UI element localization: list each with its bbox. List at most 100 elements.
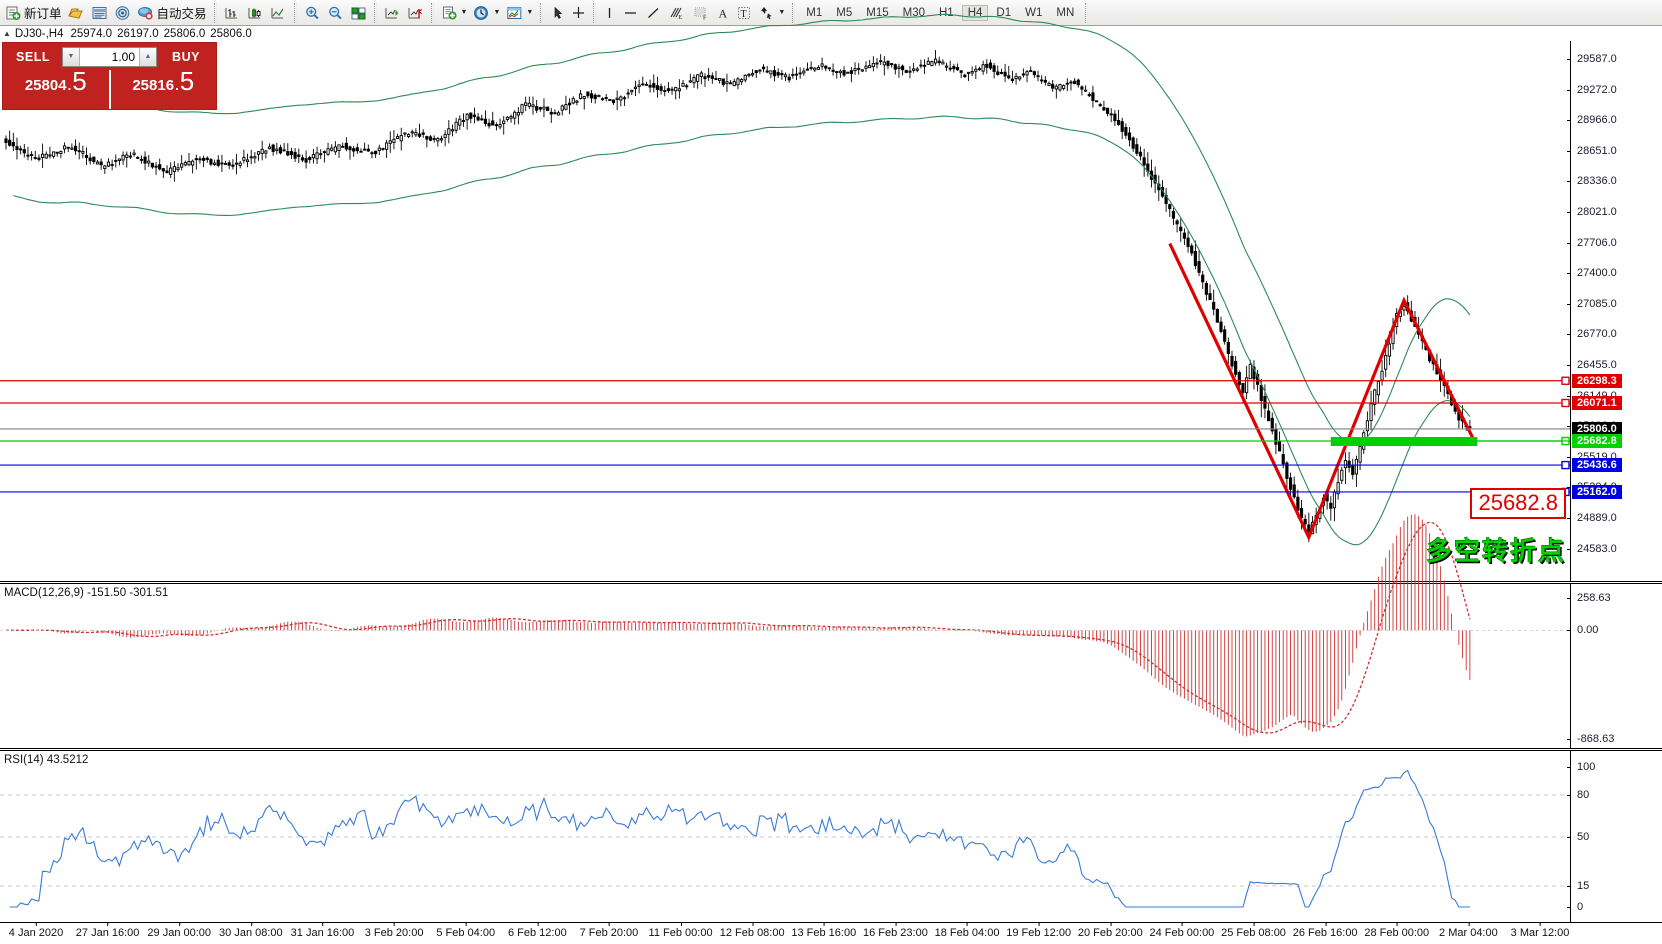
turning-point-annotation[interactable]: 多空转折点 — [1425, 537, 1566, 567]
svg-text:A: A — [719, 6, 728, 20]
chevron-down-icon[interactable]: ▼ — [778, 9, 786, 16]
templates-icon — [506, 5, 523, 21]
collapse-triangle-icon[interactable]: ▲ — [3, 29, 11, 38]
line-chart-icon — [270, 5, 287, 21]
trade-panel-prices: 25804 . 5 25816 . 5 — [3, 66, 217, 109]
text-label-icon: A — [716, 5, 730, 21]
timeframe-group: M1 M5 M15 M30 H1 H4 D1 W1 MN — [799, 4, 1081, 21]
timeframe-m15[interactable]: M15 — [866, 6, 889, 19]
trendline-button[interactable] — [642, 1, 665, 25]
chart-area[interactable]: 25682.8 多空转折点 29587.0 29272.0 28966.0 28651… — [0, 13, 1662, 944]
price-level-chip[interactable]: 25806.0 — [1572, 421, 1622, 436]
price-axis-tick: 29272.0 — [1567, 84, 1617, 96]
text-label-button[interactable]: A — [713, 1, 733, 25]
buy-button[interactable]: BUY — [172, 49, 200, 64]
time-axis-label: 5 Feb 04:00 — [436, 922, 496, 939]
price-axis-tick: 27706.0 — [1567, 237, 1617, 249]
horizontal-line-button[interactable] — [619, 1, 642, 25]
timeframe-m5[interactable]: M5 — [836, 6, 853, 19]
arrows-button[interactable]: ▼ — [755, 1, 788, 25]
buy-price[interactable]: 25816 . 5 — [108, 66, 217, 109]
zoom-out-button[interactable] — [324, 1, 347, 25]
volume-stepper[interactable]: ▼ 1.00 ▲ — [62, 46, 157, 67]
autotrade-button[interactable]: 自动交易 — [134, 1, 210, 25]
timeframe-d1[interactable]: D1 — [996, 6, 1012, 19]
candlestick-chart-button[interactable] — [244, 1, 267, 25]
quote-high: 26197.0 — [117, 27, 159, 40]
new-order-icon — [5, 5, 21, 21]
toolbar-separator — [792, 2, 796, 23]
toolbar-separator — [213, 2, 217, 23]
price-level-chip[interactable]: 25162.0 — [1572, 484, 1622, 499]
price-level-chip[interactable]: 26298.3 — [1572, 373, 1622, 388]
zoom-out-icon — [327, 5, 344, 21]
terminal-button[interactable] — [88, 1, 111, 25]
line-chart-button[interactable] — [267, 1, 290, 25]
rsi-pane[interactable]: RSI(14) 43.5212 100 80 50 15 0 — [0, 748, 1662, 922]
vertical-line-button[interactable] — [600, 1, 619, 25]
price-pane[interactable]: 25682.8 多空转折点 29587.0 29272.0 28966.0 28651… — [0, 13, 1662, 581]
cursor-button[interactable] — [547, 1, 568, 25]
bar-chart-button[interactable] — [221, 1, 244, 25]
terminal-icon — [91, 5, 108, 21]
time-axis-label: 26 Feb 16:00 — [1292, 922, 1358, 939]
price-level-chip[interactable]: 26071.1 — [1572, 396, 1622, 410]
macd-axis: 258.63 0.00 -868.63 — [1566, 584, 1662, 748]
chart-shift-button[interactable] — [404, 1, 427, 25]
vertical-line-icon — [603, 5, 616, 21]
toolbar-separator — [540, 2, 544, 23]
new-order-button[interactable]: 新订单 — [2, 1, 65, 25]
timeframe-h4[interactable]: H4 — [961, 4, 989, 21]
folder-button[interactable] — [65, 1, 88, 25]
volume-decrease-icon[interactable]: ▼ — [63, 47, 80, 66]
rsi-axis-tick: 15 — [1566, 880, 1589, 892]
price-level-chip[interactable]: 25436.6 — [1572, 458, 1622, 473]
price-axis-tick: 28651.0 — [1567, 145, 1617, 157]
equidistant-channel-button[interactable]: F — [689, 1, 713, 25]
timeframe-m30[interactable]: M30 — [902, 6, 925, 19]
templates-button[interactable]: ▼ — [503, 1, 536, 25]
time-axis[interactable]: 4 Jan 2020 27 Jan 16:00 29 Jan 00:00 30 Jan… — [0, 922, 1662, 944]
sell-button[interactable]: SELL — [16, 49, 50, 64]
price-levels-layer — [0, 376, 1570, 497]
rsi-axis-tick: 0 — [1566, 901, 1583, 913]
sell-price[interactable]: 25804 . 5 — [3, 68, 109, 109]
price-level-chip[interactable]: 25682.8 — [1572, 433, 1622, 448]
zoom-in-button[interactable] — [301, 1, 324, 25]
timeframe-mn[interactable]: MN — [1056, 6, 1075, 19]
macd-axis-tick: 258.63 — [1567, 592, 1611, 604]
auto-scroll-icon — [384, 5, 401, 21]
chevron-down-icon[interactable]: ▼ — [493, 9, 501, 16]
auto-scroll-button[interactable] — [381, 1, 404, 25]
svg-text:E: E — [679, 15, 683, 21]
volume-increase-icon[interactable]: ▲ — [139, 47, 156, 66]
time-axis-label: 6 Feb 12:00 — [507, 922, 567, 939]
price-plot — [4, 13, 1478, 546]
chevron-down-icon[interactable]: ▼ — [526, 9, 534, 16]
timeframe-m1[interactable]: M1 — [806, 6, 823, 19]
timeframe-h1[interactable]: H1 — [939, 6, 954, 19]
time-axis-label: 25 Feb 08:00 — [1221, 922, 1286, 939]
buy-price-frac: 5 — [179, 66, 195, 96]
crosshair-button[interactable] — [568, 1, 589, 25]
price-axis[interactable]: 29587.0 29272.0 28966.0 28651.0 28336.0 28021… — [1567, 41, 1662, 581]
fibonacci-button[interactable]: E — [665, 1, 689, 25]
time-axis-label: 4 Jan 2020 — [8, 922, 64, 939]
period-button[interactable]: ▼ — [470, 1, 503, 25]
signals-button[interactable] — [111, 1, 134, 25]
tile-windows-button[interactable] — [347, 1, 370, 25]
price-annotation-box[interactable]: 25682.8 — [1470, 488, 1566, 520]
time-axis-label: 16 Feb 23:00 — [863, 922, 928, 939]
price-axis-tick: 27085.0 — [1567, 298, 1617, 310]
timeframe-w1[interactable]: W1 — [1025, 6, 1043, 19]
macd-pane[interactable]: MACD(12,26,9) -151.50 -301.51 258.63 0.00… — [0, 514, 1662, 748]
price-axis-tick: 28021.0 — [1567, 206, 1617, 218]
chevron-down-icon[interactable]: ▼ — [460, 9, 468, 16]
text-box-button[interactable]: T — [733, 1, 755, 25]
time-axis-label: 19 Feb 12:00 — [1006, 922, 1072, 939]
volume-value[interactable]: 1.00 — [111, 49, 135, 64]
macd-axis-tick: -868.63 — [1566, 733, 1614, 745]
horizontal-line-icon — [622, 5, 639, 21]
add-indicator-button[interactable]: ▼ — [438, 1, 471, 25]
